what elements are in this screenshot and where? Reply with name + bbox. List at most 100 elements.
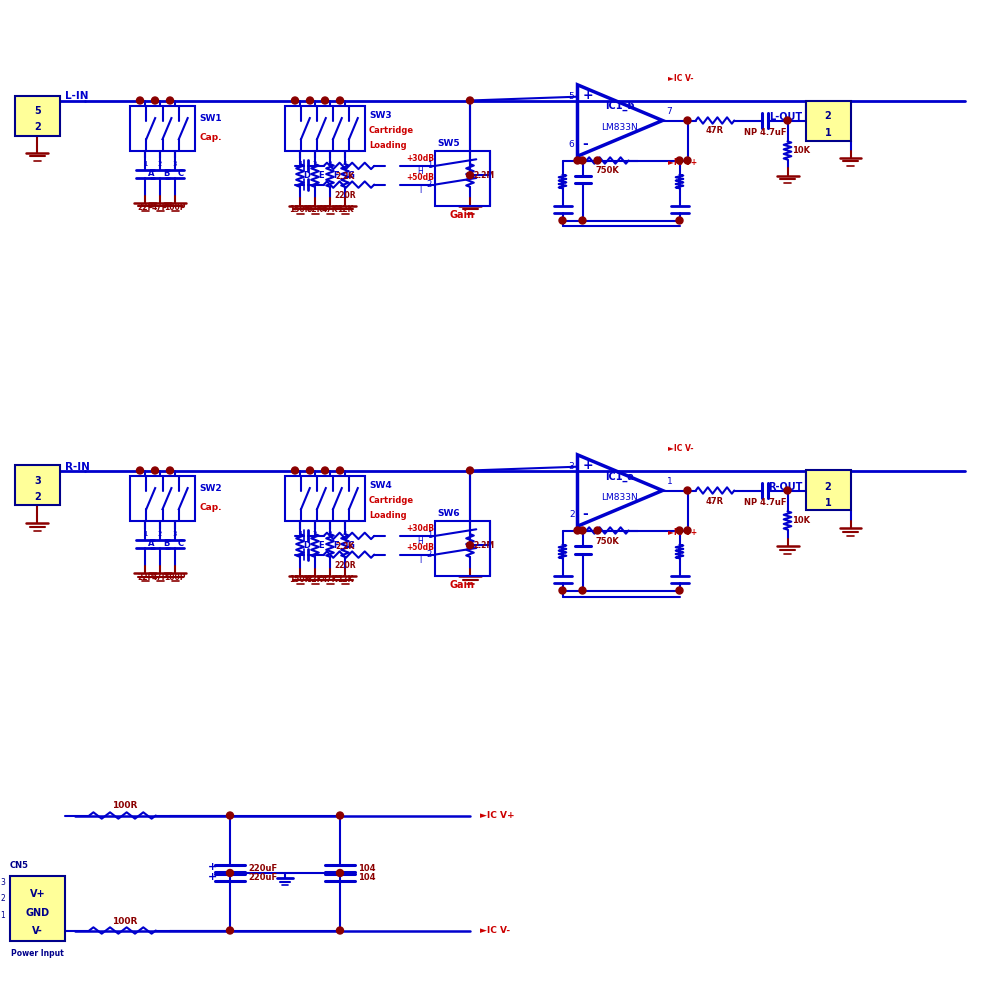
- Text: I: I: [419, 556, 421, 565]
- Text: LM833N: LM833N: [602, 492, 638, 502]
- Text: 1: 1: [298, 160, 302, 166]
- Text: H: H: [417, 167, 423, 176]
- Bar: [15, 95, 60, 135]
- Text: -: -: [582, 137, 588, 151]
- Circle shape: [336, 812, 344, 819]
- Bar: [806, 100, 850, 140]
- Bar: [285, 105, 365, 150]
- Text: G: G: [348, 171, 355, 180]
- Text: 82K: 82K: [307, 205, 323, 214]
- Circle shape: [579, 587, 586, 594]
- Circle shape: [292, 467, 298, 474]
- Bar: [435, 521, 490, 576]
- Circle shape: [136, 467, 144, 474]
- Text: 2: 2: [0, 894, 5, 903]
- Circle shape: [579, 217, 586, 224]
- Text: 10K: 10K: [792, 146, 810, 155]
- Text: +30dB: +30dB: [406, 524, 434, 533]
- Text: Cap.: Cap.: [199, 133, 222, 142]
- Text: Loading: Loading: [369, 511, 407, 520]
- Circle shape: [676, 587, 683, 594]
- Text: 3: 3: [328, 160, 332, 166]
- Circle shape: [292, 97, 298, 104]
- Text: +: +: [582, 89, 593, 102]
- Text: -: -: [582, 508, 588, 522]
- Text: 1: 1: [825, 127, 831, 137]
- Text: 47R: 47R: [706, 126, 724, 135]
- Text: 4: 4: [343, 160, 347, 166]
- Text: 220uF: 220uF: [248, 864, 277, 873]
- Text: 2: 2: [825, 111, 831, 121]
- Text: 47P: 47P: [152, 574, 168, 583]
- Circle shape: [322, 467, 328, 474]
- Text: 100R: 100R: [112, 917, 138, 926]
- Text: SW6: SW6: [437, 509, 460, 518]
- Text: 750K: 750K: [596, 166, 619, 175]
- Text: Gain: Gain: [450, 209, 475, 219]
- Text: SW5: SW5: [437, 138, 460, 147]
- Text: 2: 2: [825, 481, 831, 491]
- Circle shape: [226, 870, 234, 877]
- Text: G: G: [348, 541, 355, 550]
- Text: 12K: 12K: [337, 205, 353, 214]
- Circle shape: [579, 527, 586, 534]
- Text: 3: 3: [328, 531, 332, 537]
- Circle shape: [152, 467, 158, 474]
- Text: B: B: [163, 169, 169, 178]
- Circle shape: [466, 467, 474, 474]
- Text: 100R: 100R: [112, 802, 138, 811]
- Text: 2.2K: 2.2K: [335, 542, 355, 551]
- Text: 150K: 150K: [289, 576, 311, 585]
- Text: I: I: [419, 185, 421, 194]
- Circle shape: [226, 927, 234, 934]
- Text: 12K: 12K: [337, 576, 353, 585]
- Text: B: B: [163, 539, 169, 548]
- Circle shape: [336, 97, 344, 104]
- Text: IC1_b: IC1_b: [605, 101, 635, 111]
- Text: 5: 5: [569, 92, 574, 101]
- Circle shape: [166, 97, 174, 104]
- Circle shape: [684, 117, 691, 124]
- Text: R-IN: R-IN: [65, 461, 90, 471]
- Bar: [130, 475, 195, 521]
- Circle shape: [784, 487, 791, 494]
- Text: 100P: 100P: [164, 203, 186, 212]
- Text: GND: GND: [25, 908, 50, 918]
- Bar: [10, 876, 65, 941]
- Circle shape: [336, 467, 344, 474]
- Text: Cap.: Cap.: [199, 504, 222, 513]
- Text: SW2: SW2: [199, 483, 222, 492]
- Text: ►IC V-: ►IC V-: [668, 443, 693, 452]
- Text: 2.2M: 2.2M: [473, 541, 494, 550]
- Circle shape: [676, 217, 683, 224]
- Circle shape: [784, 117, 791, 124]
- Text: 1: 1: [825, 497, 831, 508]
- Text: 3: 3: [173, 160, 177, 166]
- Text: A: A: [148, 539, 154, 548]
- Circle shape: [574, 157, 581, 164]
- Text: IC1_a: IC1_a: [606, 471, 634, 481]
- Bar: [15, 465, 60, 506]
- Text: +50dB: +50dB: [406, 172, 434, 181]
- Text: 2: 2: [313, 160, 317, 166]
- Circle shape: [322, 97, 328, 104]
- Text: 7: 7: [666, 107, 672, 116]
- Circle shape: [152, 97, 158, 104]
- Text: 22P: 22P: [137, 203, 153, 212]
- Text: 1: 1: [143, 160, 147, 166]
- Circle shape: [466, 542, 474, 549]
- Text: NP 4.7uF: NP 4.7uF: [744, 498, 786, 508]
- Text: SW4: SW4: [369, 480, 392, 489]
- Text: 750K: 750K: [596, 537, 619, 546]
- Circle shape: [306, 467, 314, 474]
- Text: +: +: [582, 459, 593, 472]
- Text: 1: 1: [666, 477, 672, 486]
- Text: 2: 2: [313, 531, 317, 537]
- Circle shape: [684, 157, 691, 164]
- Text: C: C: [178, 539, 184, 548]
- Text: 47R: 47R: [706, 496, 724, 506]
- Text: 1: 1: [427, 161, 432, 170]
- Text: ►IC V+: ►IC V+: [480, 811, 515, 820]
- Circle shape: [166, 467, 174, 474]
- Text: +: +: [208, 863, 217, 873]
